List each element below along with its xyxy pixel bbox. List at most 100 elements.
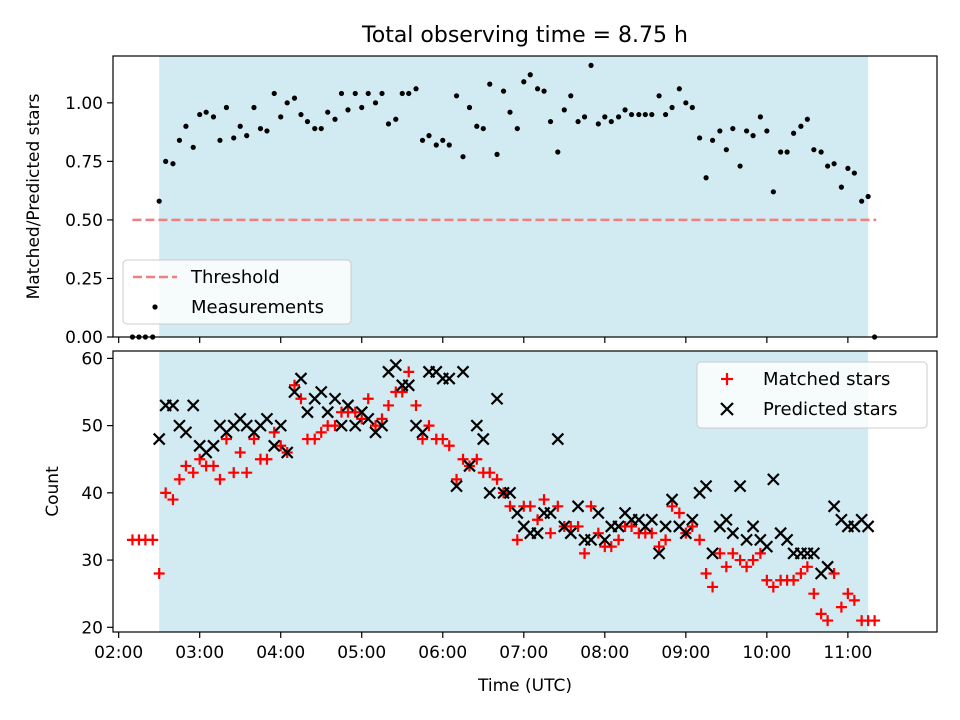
bottom-y-tick-label: 60 bbox=[81, 349, 103, 369]
x-tick-label: 08:00 bbox=[580, 643, 629, 663]
matched-star-point bbox=[275, 440, 287, 452]
measurement-point bbox=[622, 107, 628, 113]
predicted-star-point bbox=[416, 426, 429, 439]
matched-star-point bbox=[457, 453, 469, 465]
predicted-star-point bbox=[450, 479, 463, 493]
matched-star-point bbox=[484, 467, 496, 479]
predicted-star-point bbox=[551, 432, 565, 446]
x-tick-label: 06:00 bbox=[418, 643, 467, 663]
x-tick-label: 10:00 bbox=[742, 643, 791, 663]
predicted-star-point bbox=[726, 526, 740, 540]
measurement-point bbox=[804, 116, 810, 122]
predicted-star-point bbox=[463, 459, 476, 473]
matched-star-point bbox=[315, 426, 327, 438]
matched-star-point bbox=[666, 500, 678, 512]
predicted-star-point bbox=[456, 365, 470, 379]
measurement-point bbox=[257, 125, 264, 132]
predicted-star-point bbox=[612, 520, 625, 533]
matched-star-point bbox=[268, 426, 280, 438]
top-y-tick-label: 0.75 bbox=[65, 152, 103, 172]
top-y-tick-label: 0.00 bbox=[65, 328, 103, 348]
measurement-point bbox=[487, 81, 493, 87]
predicted-star-point bbox=[301, 405, 314, 419]
measurement-point bbox=[284, 100, 290, 106]
measurement-point bbox=[838, 184, 844, 190]
measurement-point bbox=[770, 189, 776, 195]
measurement-point bbox=[628, 111, 635, 118]
measurement-point bbox=[298, 111, 304, 118]
measurement-point bbox=[359, 104, 365, 111]
predicted-star-point bbox=[490, 392, 504, 406]
measurement-point bbox=[615, 114, 622, 120]
matched-star-point bbox=[423, 420, 435, 432]
measurement-point bbox=[163, 158, 169, 164]
matched-star-point bbox=[160, 487, 172, 499]
measurement-point bbox=[568, 93, 574, 99]
matched-star-point bbox=[207, 460, 219, 472]
matched-star-point bbox=[626, 520, 638, 532]
top-y-tick-label: 1.00 bbox=[65, 94, 103, 114]
predicted-star-point bbox=[361, 412, 375, 426]
measurement-point bbox=[304, 118, 311, 125]
measurement-point bbox=[514, 125, 520, 132]
matched-star-point bbox=[700, 568, 712, 580]
legend-predicted-label: Predicted stars bbox=[763, 399, 897, 420]
measurement-point bbox=[649, 111, 655, 118]
matched-star-point bbox=[835, 601, 847, 613]
matched-star-point bbox=[613, 534, 625, 546]
matched-star-point bbox=[309, 433, 321, 445]
predicted-star-point bbox=[260, 412, 274, 426]
predicted-star-point bbox=[152, 432, 166, 446]
measurement-point bbox=[203, 109, 209, 115]
matched-star-point bbox=[443, 440, 455, 452]
top-axes-frame bbox=[112, 55, 938, 338]
measurement-point bbox=[440, 137, 446, 143]
measurement-point bbox=[176, 137, 183, 143]
measurement-point bbox=[291, 95, 298, 101]
matched-star-point bbox=[828, 568, 840, 580]
bottom-legend-box bbox=[696, 361, 928, 429]
matched-star-point bbox=[686, 520, 698, 532]
predicted-star-point bbox=[584, 533, 598, 547]
predicted-star-point bbox=[645, 513, 659, 527]
predicted-star-point bbox=[531, 526, 544, 540]
measurement-point bbox=[764, 128, 770, 134]
predicted-star-point bbox=[720, 513, 733, 527]
measurement-point bbox=[393, 116, 399, 122]
matched-star-point bbox=[788, 574, 800, 586]
measurement-point bbox=[859, 198, 865, 204]
matched-star-point bbox=[491, 473, 503, 485]
bottom-y-tick-label: 40 bbox=[81, 484, 103, 504]
matched-star-point bbox=[362, 393, 374, 405]
measurement-point bbox=[642, 111, 648, 118]
predicted-star-point bbox=[348, 419, 362, 432]
measurement-point bbox=[419, 137, 426, 143]
matched-star-point bbox=[572, 520, 584, 532]
measurement-point bbox=[851, 170, 857, 176]
matched-star-point bbox=[288, 379, 300, 391]
predicted-star-point bbox=[511, 506, 524, 520]
matched-star-point bbox=[579, 547, 591, 559]
measurement-point bbox=[811, 147, 817, 153]
matched-star-point bbox=[471, 453, 483, 465]
predicted-star-point bbox=[767, 473, 780, 486]
measurement-point bbox=[602, 114, 608, 120]
predicted-star-point bbox=[652, 547, 666, 560]
measurement-point bbox=[743, 128, 750, 134]
measurement-point bbox=[466, 104, 473, 111]
predicted-star-point bbox=[267, 439, 281, 453]
measurement-point bbox=[818, 149, 824, 155]
predicted-star-point bbox=[341, 399, 355, 412]
measurement-point bbox=[251, 104, 257, 111]
measurement-point bbox=[318, 125, 324, 132]
matched-star-point bbox=[417, 433, 429, 445]
matched-star-point bbox=[761, 574, 773, 586]
legend-threshold-label: Threshold bbox=[190, 267, 280, 288]
measurement-point bbox=[460, 154, 466, 160]
matched-star-point bbox=[173, 473, 185, 485]
measurement-point bbox=[778, 149, 784, 155]
measurement-point bbox=[379, 90, 385, 97]
predicted-star-point bbox=[207, 439, 220, 453]
measurement-point bbox=[474, 123, 480, 129]
x-tick-label: 03:00 bbox=[175, 643, 224, 663]
